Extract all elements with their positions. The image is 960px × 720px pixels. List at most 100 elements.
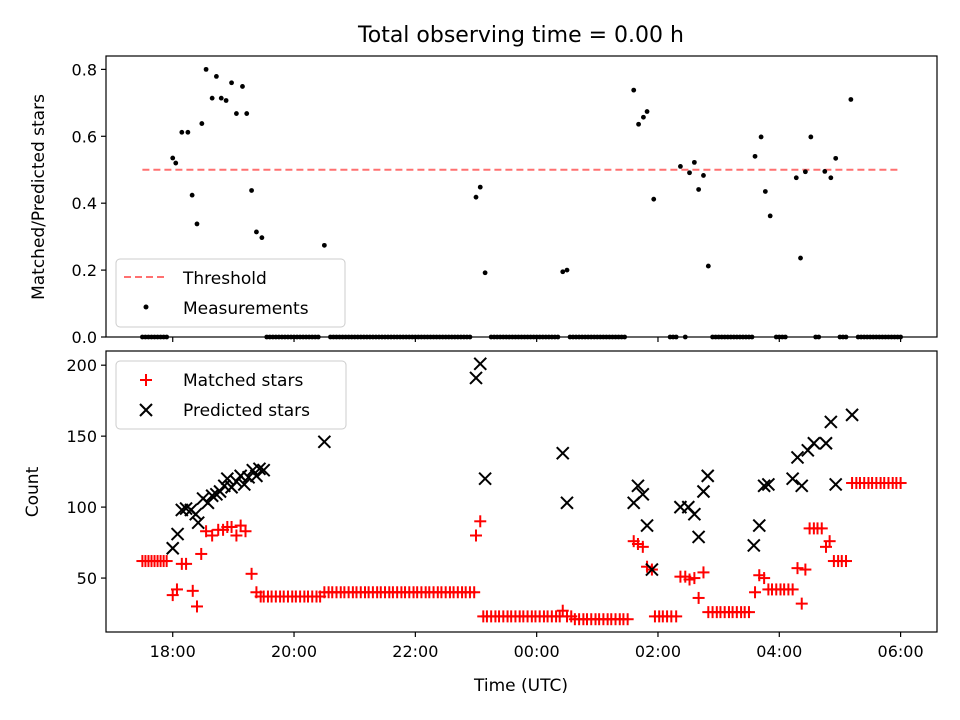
predicted-star-point — [819, 436, 833, 450]
matched-star-point — [195, 547, 208, 560]
time-x-axis-label: Time (UTC) — [473, 676, 568, 696]
measurement-point — [164, 334, 170, 340]
measurement-point — [798, 255, 803, 261]
predicted-star-point — [696, 484, 711, 499]
ratio-y-tick-label: 0.8 — [72, 60, 97, 79]
measurement-point — [249, 188, 254, 193]
measurement-point — [898, 334, 904, 340]
measurement-point — [254, 229, 259, 235]
matched-star-point — [795, 597, 808, 610]
measurement-point — [622, 334, 628, 340]
measurement-point — [758, 134, 764, 140]
predicted-star-point — [478, 472, 492, 486]
measurement-point — [752, 153, 758, 159]
measurement-point — [555, 334, 561, 340]
count-y-axis-label: Count — [23, 466, 43, 517]
predicted-star-point — [560, 496, 574, 510]
count-x-tick-label: 06:00 — [878, 642, 924, 661]
predicted-legend-label: Predicted stars — [183, 401, 310, 421]
count-y-tick-label: 100 — [66, 498, 97, 517]
predicted-star-point — [640, 518, 654, 533]
measurement-point — [199, 121, 205, 126]
matched-star-point — [245, 567, 258, 580]
predicted-star-point — [807, 436, 821, 450]
matched-star-point — [815, 522, 828, 535]
ratio-panel: 0.00.20.40.60.8 Matched/Predicted stars … — [29, 55, 938, 347]
measurement-point — [315, 334, 321, 340]
measurement-point — [682, 334, 688, 340]
measurement-point — [641, 114, 646, 120]
measurement-point — [173, 160, 179, 166]
matched-star-point — [180, 557, 193, 570]
predicted-star-point — [631, 479, 645, 493]
count-y-ticks: 50 100 150 200 — [66, 356, 106, 588]
matched-star-point — [742, 606, 755, 619]
predicted-star-point — [229, 474, 244, 489]
matched-star-point — [160, 555, 173, 568]
matched-legend-label: Matched stars — [183, 371, 303, 391]
measurement-point — [218, 95, 224, 101]
measurement-point — [749, 334, 755, 340]
predicted-star-point — [166, 541, 180, 555]
count-legend-frame — [115, 360, 347, 430]
matched-star-point — [225, 520, 238, 533]
predicted-star-point — [473, 357, 487, 371]
ratio-y-axis-label: Matched/Predicted stars — [29, 94, 49, 300]
measurement-point — [234, 111, 239, 116]
predicted-star-point — [795, 479, 809, 493]
matched-star-point — [823, 535, 836, 548]
matched-star-point — [840, 555, 853, 568]
predicted-star-point — [205, 489, 219, 503]
predicted-star-point — [645, 562, 659, 577]
measurement-point — [822, 169, 828, 174]
predicted-star-point — [845, 408, 859, 422]
predicted-star-point — [747, 538, 761, 553]
measurement-point — [767, 213, 773, 219]
ratio-plot-area — [139, 66, 904, 340]
matched-star-point — [621, 613, 634, 626]
predicted-star-point — [189, 507, 203, 521]
matched-star-point — [186, 584, 199, 597]
measurement-point — [482, 270, 488, 276]
measurement-point — [179, 129, 185, 135]
matched-star-point — [758, 572, 771, 585]
predicted-star-point — [213, 484, 227, 499]
measurement-point — [816, 334, 822, 340]
measurement-point — [762, 189, 768, 194]
measurement-point — [833, 155, 839, 161]
measurement-point — [636, 121, 641, 127]
measurements-legend-label: Measurements — [183, 299, 309, 319]
predicted-star-point — [701, 469, 715, 483]
predicted-star-point — [691, 530, 706, 544]
measurement-point — [843, 334, 849, 340]
count-x-tick-label: 20:00 — [271, 642, 317, 661]
measurement-point — [560, 269, 566, 275]
matched-star-point — [468, 586, 481, 599]
matched-star-point — [670, 610, 683, 623]
count-x-tick-label: 18:00 — [150, 642, 196, 661]
measurement-point — [477, 184, 483, 190]
predicted-star-point — [249, 469, 264, 483]
count-legend: Matched stars Predicted stars — [115, 360, 347, 430]
measurement-point — [808, 134, 814, 140]
measurement-point — [473, 194, 479, 200]
predicted-star-point — [469, 371, 483, 385]
matched-star-point — [170, 583, 183, 596]
predicted-star-point — [252, 462, 267, 476]
measurement-point — [644, 109, 650, 114]
count-x-tick-label: 02:00 — [635, 642, 681, 661]
measurement-point — [259, 235, 265, 241]
matched-star-point — [697, 566, 710, 579]
predicted-star-point — [257, 463, 271, 477]
predicted-star-point — [757, 479, 771, 493]
predicted-star-point — [785, 472, 800, 486]
measurement-point — [701, 173, 706, 178]
matched-star-point — [230, 529, 243, 542]
ratio-legend-frame — [115, 258, 346, 328]
measurement-point — [170, 155, 176, 161]
matched-star-point — [692, 591, 705, 604]
measurement-point — [467, 334, 473, 340]
count-x-tick-label: 00:00 — [514, 642, 560, 661]
matched-star-point — [206, 529, 219, 542]
matched-star-point — [190, 600, 203, 613]
